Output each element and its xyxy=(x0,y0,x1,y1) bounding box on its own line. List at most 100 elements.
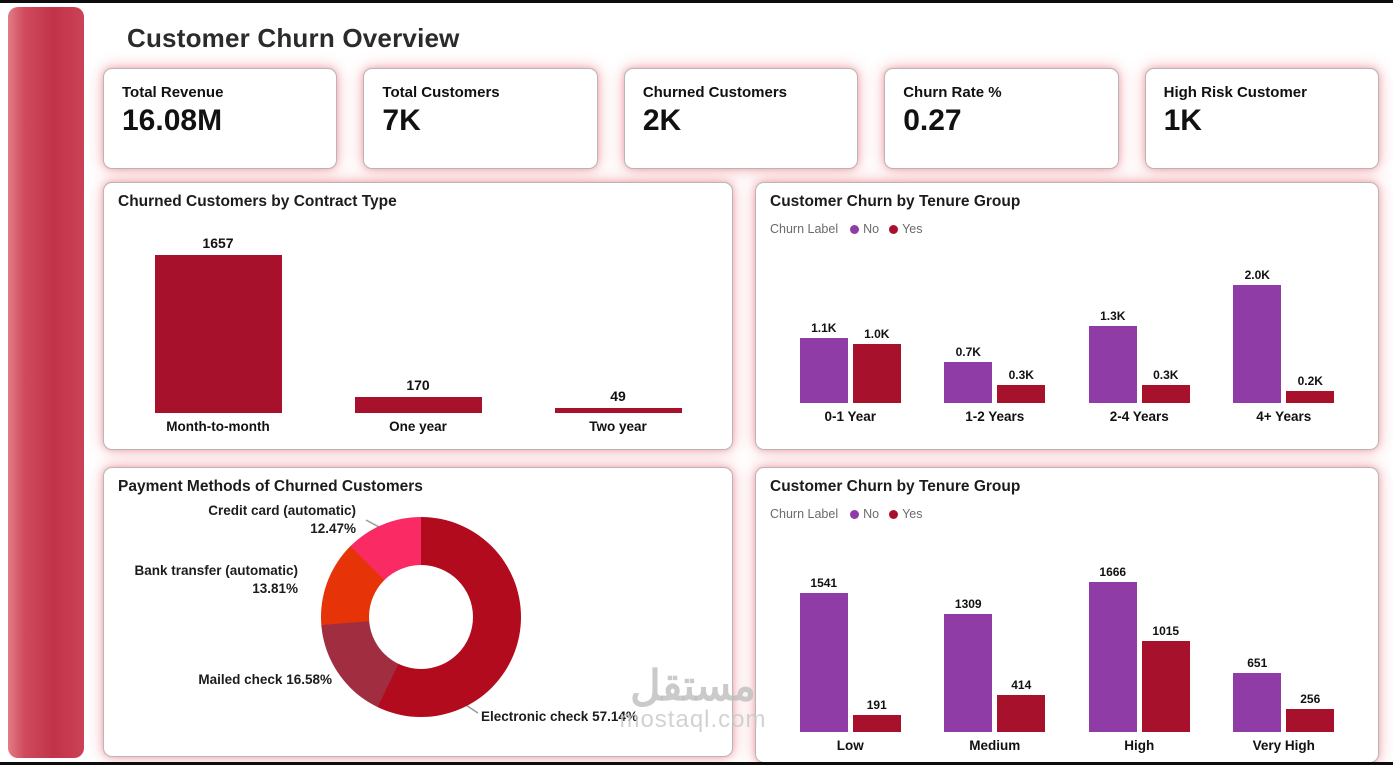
bar-2-4-years-yes[interactable] xyxy=(1141,385,1190,403)
bar-4-years-yes[interactable] xyxy=(1286,391,1335,403)
bar-medium-yes[interactable] xyxy=(997,695,1046,732)
bar-group-high: 1666 1015 High xyxy=(1088,565,1190,758)
donut-label-bank-transfer: Bank transfer (automatic) 13.81% xyxy=(134,562,298,598)
slice-pct: 13.81% xyxy=(252,581,298,597)
bar-1-2-years-yes[interactable] xyxy=(997,385,1046,403)
kpi-card-high-risk-customer: High Risk Customer 1K xyxy=(1144,68,1380,169)
bar-value: 256 xyxy=(1300,692,1321,706)
bar-group-medium: 1309 414 Medium xyxy=(944,597,1046,758)
legend-label: Yes xyxy=(902,222,923,236)
axis-label-low: Low xyxy=(836,737,864,753)
bar-very-high-no[interactable] xyxy=(1233,673,1282,732)
bar-wrap: 256 xyxy=(1286,692,1335,732)
chart-title-contract-type: Churned Customers by Contract Type xyxy=(118,193,397,210)
slice-name: Mailed check xyxy=(198,672,283,687)
legend-item-yes[interactable]: Yes xyxy=(889,507,923,521)
bar-0-1-year-yes[interactable] xyxy=(852,344,901,403)
kpi-card-churn-rate: Churn Rate % 0.27 xyxy=(884,68,1119,169)
bar-value: 0.3K xyxy=(1153,368,1179,382)
legend-item-yes[interactable]: Yes xyxy=(889,222,923,236)
bar-group-4-years: 2.0K 0.2K 4+ Years xyxy=(1233,268,1335,429)
bar-group-1-2-years: 0.7K 0.3K 1-2 Years xyxy=(944,345,1046,429)
axis-label-two-year: Two year xyxy=(589,418,647,434)
kpi-value: 2K xyxy=(642,104,682,137)
bar-value: 1541 xyxy=(810,576,838,590)
bar-wrap: 191 xyxy=(852,698,901,732)
chart-card-risk-group: Customer Churn by Tenure Group Churn Lab… xyxy=(755,467,1379,762)
axis-label-medium: Medium xyxy=(969,737,1021,753)
kpi-label: Churn Rate % xyxy=(903,84,1002,101)
bar-one-year[interactable] xyxy=(354,397,482,413)
kpi-label: Total Customers xyxy=(382,84,500,101)
bar-value: 1015 xyxy=(1152,624,1180,638)
bar-value: 0.2K xyxy=(1297,374,1323,388)
bar-value: 651 xyxy=(1247,656,1268,670)
bar-very-high-yes[interactable] xyxy=(1286,709,1335,732)
axis-label-very-high: Very High xyxy=(1252,737,1315,753)
bar-value: 1.0K xyxy=(864,327,890,341)
bar-wrap: 1015 xyxy=(1141,624,1190,732)
bar-pair: 0.7K 0.3K xyxy=(944,345,1046,403)
bar-wrap: 0.3K xyxy=(1141,368,1190,403)
bar-2-4-years-no[interactable] xyxy=(1088,326,1137,403)
bar-two-year[interactable] xyxy=(554,408,682,413)
bar-value: 1.1K xyxy=(811,321,837,335)
kpi-value: 16.08M xyxy=(122,104,223,137)
bar-4-years-no[interactable] xyxy=(1233,285,1282,403)
kpi-value: 7K xyxy=(382,104,421,137)
axis-label-one-year: One year xyxy=(389,418,447,434)
slice-name: Credit card (automatic) xyxy=(208,503,356,518)
donut-label-credit-card: Credit card (automatic) 12.47% xyxy=(208,502,356,538)
bar-medium-no[interactable] xyxy=(944,614,993,732)
chart-card-contract-type: Churned Customers by Contract Type 1657 M… xyxy=(103,182,733,450)
bar-wrap: 1.0K xyxy=(852,327,901,403)
slice-name: Electronic check xyxy=(481,709,589,724)
bar-group-very-high: 651 256 Very High xyxy=(1233,656,1335,758)
legend-label: No xyxy=(863,222,880,236)
bar-wrap: 0.2K xyxy=(1286,374,1335,403)
bar-high-no[interactable] xyxy=(1088,582,1137,732)
kpi-row: Total Revenue 16.08M Total Customers 7K Chur… xyxy=(103,68,1380,169)
legend-title: Churn Label xyxy=(770,222,839,236)
axis-label-0-1-year: 0-1 Year xyxy=(824,408,877,424)
axis-label-4-years: 4+ Years xyxy=(1256,408,1312,424)
kpi-card-total-customers: Total Customers 7K xyxy=(363,68,598,169)
slice-pct: 12.47% xyxy=(310,521,356,537)
bar-pair: 1541 191 xyxy=(799,576,901,732)
legend-item-no[interactable]: No xyxy=(850,507,879,521)
axis-label-1-2-years: 1-2 Years xyxy=(965,408,1025,424)
donut-chart[interactable] xyxy=(321,517,521,717)
legend-dot-no xyxy=(850,224,860,234)
bar-group-2-4-years: 1.3K 0.3K 2-4 Years xyxy=(1088,309,1190,429)
chart-card-tenure-group: Customer Churn by Tenure Group Churn Lab… xyxy=(755,182,1379,450)
kpi-label: High Risk Customer xyxy=(1163,84,1307,101)
bar-pair: 1.3K 0.3K xyxy=(1088,309,1190,403)
page-title: Customer Churn Overview xyxy=(127,23,460,53)
bar-wrap: 1541 xyxy=(799,576,848,732)
bar-pair: 651 256 xyxy=(1233,656,1335,732)
bar-month-to-month[interactable] xyxy=(154,255,282,413)
kpi-value: 1K xyxy=(1163,104,1202,137)
bar-0-1-year-no[interactable] xyxy=(799,338,848,403)
bar-wrap: 0.7K xyxy=(944,345,993,403)
bar-wrap: 0.3K xyxy=(997,368,1046,403)
bar-chart-risk-group: 1541 191 Low 1309 414 Medium 1666 1015 High 651 25… xyxy=(770,528,1364,758)
bar-high-yes[interactable] xyxy=(1141,641,1190,732)
kpi-card-total-revenue: Total Revenue 16.08M xyxy=(103,68,338,169)
donut-area: Credit card (automatic) 12.47% Bank tran… xyxy=(118,498,718,744)
donut-hole xyxy=(369,565,473,669)
bar-value: 0.3K xyxy=(1008,368,1034,382)
bar-value: 414 xyxy=(1011,678,1032,692)
bar-low-yes[interactable] xyxy=(852,715,901,732)
axis-label-high: High xyxy=(1124,737,1155,753)
axis-label-month-to-month: Month-to-month xyxy=(166,418,270,434)
bar-value: 170 xyxy=(406,377,430,393)
bar-value: 191 xyxy=(866,698,887,712)
bar-1-2-years-no[interactable] xyxy=(944,362,993,403)
legend-dot-yes xyxy=(889,224,899,234)
legend-item-no[interactable]: No xyxy=(850,222,879,236)
legend-label: Yes xyxy=(902,507,923,521)
bar-low-no[interactable] xyxy=(799,593,848,732)
bar-chart-contract-type: 1657 Month-to-month 170 One year 49 Two year xyxy=(118,215,718,439)
bar-value: 1657 xyxy=(202,235,234,251)
